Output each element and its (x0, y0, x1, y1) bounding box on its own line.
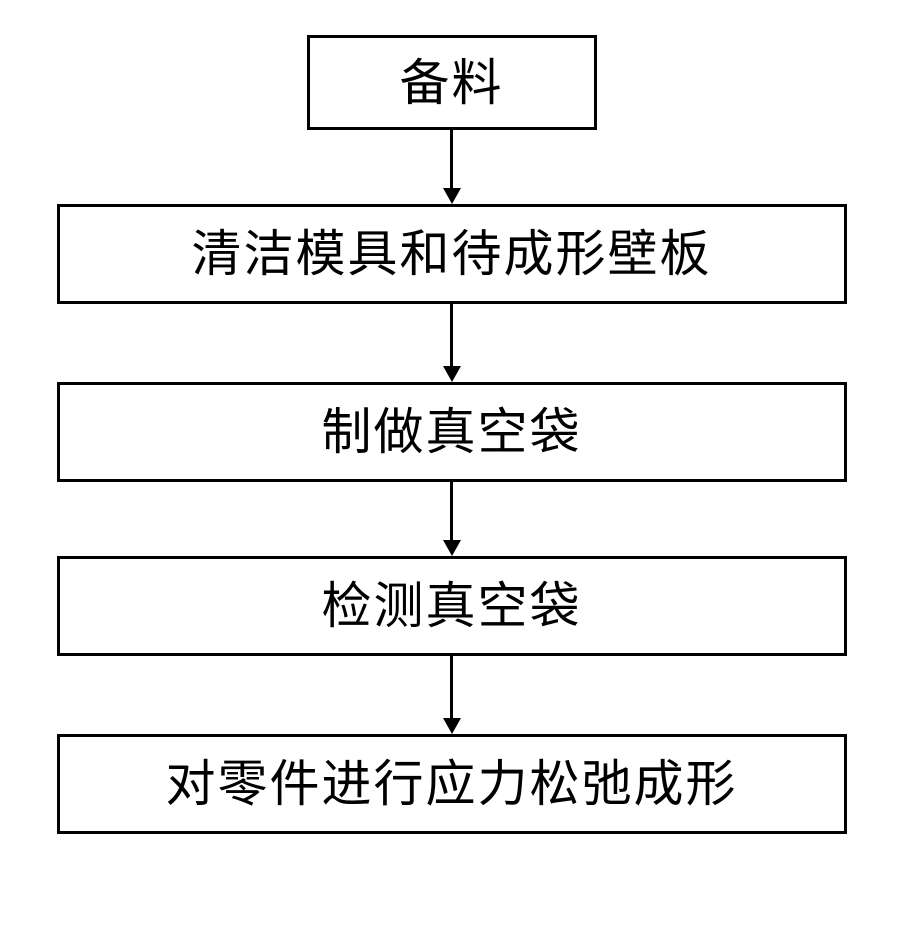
flowchart-arrow-2 (443, 304, 461, 382)
flowchart-node-3: 制做真空袋 (57, 382, 847, 482)
arrow-line (450, 130, 453, 188)
flowchart-node-4-label: 检测真空袋 (322, 576, 582, 636)
flowchart-arrow-4 (443, 656, 461, 734)
flowchart-node-4: 检测真空袋 (57, 556, 847, 656)
flowchart-node-5: 对零件进行应力松弛成形 (57, 734, 847, 834)
arrow-head-icon (443, 366, 461, 382)
flowchart-node-1: 备料 (307, 35, 597, 130)
flowchart-node-3-label: 制做真空袋 (322, 402, 582, 462)
flowchart-node-5-label: 对零件进行应力松弛成形 (166, 754, 738, 814)
flowchart-container: 备料 清洁模具和待成形壁板 制做真空袋 检测真空袋 对零件进行应力松弛成形 (57, 35, 847, 834)
flowchart-arrow-1 (443, 130, 461, 204)
arrow-line (450, 656, 453, 718)
arrow-line (450, 482, 453, 540)
arrow-head-icon (443, 188, 461, 204)
flowchart-node-2: 清洁模具和待成形壁板 (57, 204, 847, 304)
flowchart-node-1-label: 备料 (400, 53, 504, 113)
arrow-head-icon (443, 540, 461, 556)
arrow-line (450, 304, 453, 366)
arrow-head-icon (443, 718, 461, 734)
flowchart-node-2-label: 清洁模具和待成形壁板 (192, 224, 712, 284)
flowchart-arrow-3 (443, 482, 461, 556)
